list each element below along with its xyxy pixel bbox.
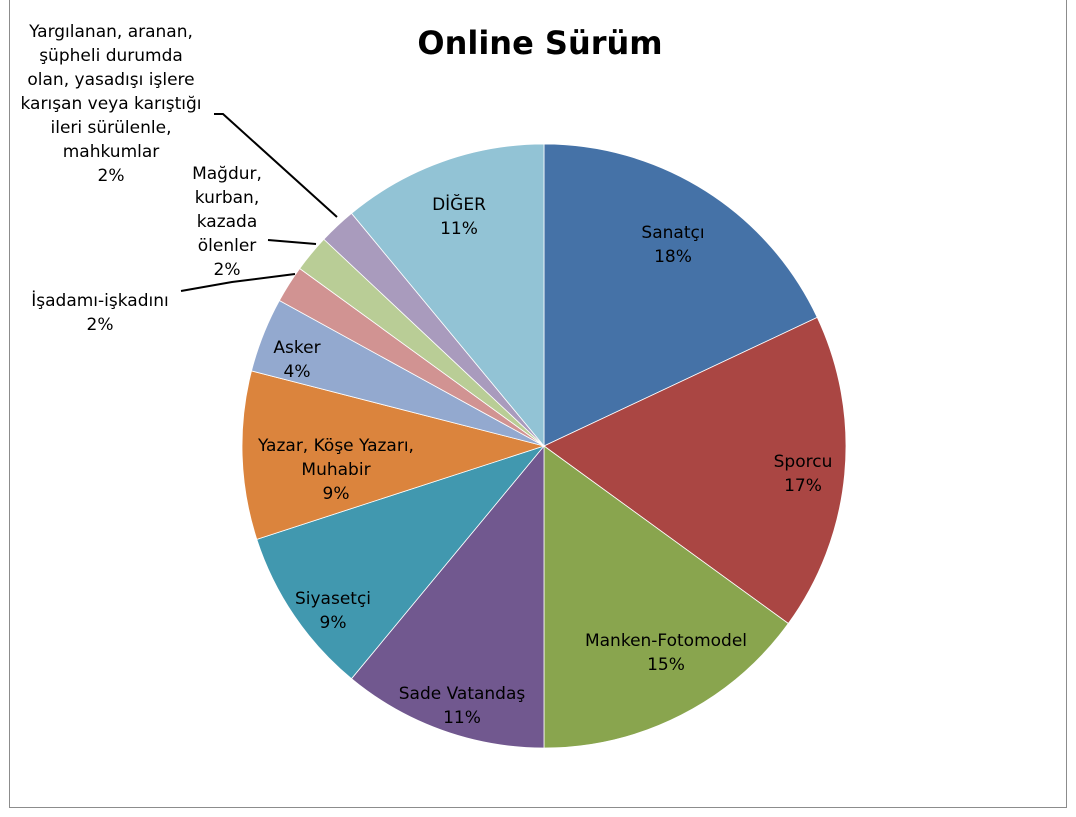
slice-label-line: mahkumlar bbox=[63, 142, 160, 162]
slice-label-line: Asker bbox=[273, 338, 320, 358]
slice-label-line: İşadamı-işkadını bbox=[31, 290, 168, 311]
slice-percent: 17% bbox=[784, 476, 822, 496]
pie-slice-manken-fotomodel bbox=[543, 445, 789, 749]
slice-percent: 11% bbox=[440, 219, 478, 239]
pie-slices bbox=[241, 143, 847, 749]
slice-label-line: Siyasetçi bbox=[295, 589, 371, 609]
slice-label-line: Sade Vatandaş bbox=[399, 684, 526, 704]
slice-label-line: Mağdur, bbox=[192, 164, 262, 184]
pie-slice-sade-vatandas bbox=[350, 444, 545, 749]
pie-slice-yazar-ko-s-e-yazar-muhabir bbox=[241, 370, 546, 540]
slice-label-line: kurban, bbox=[195, 188, 259, 208]
leader-line-mag-dur-kurban-kazada-o-lenler bbox=[267, 239, 317, 245]
slice-label-line: Yargılanan, aranan, bbox=[28, 22, 193, 42]
slice-labels: Sanatçı 18% Sporcu 17% Manken-Fotomodel 15% Sa… bbox=[21, 22, 833, 728]
slice-percent: 2% bbox=[87, 315, 114, 335]
slice-label-line: ileri sürülenle, bbox=[51, 118, 172, 138]
slice-label-yarg-lanan-aranan-s-u-pheli-durumda-olan: Yargılanan, aranan, şüpheli durumda olan, … bbox=[21, 22, 202, 186]
leader-line-yarg-lanan-aranan-s-u-pheli-durumda-olan bbox=[214, 113, 338, 218]
slice-percent: 2% bbox=[214, 260, 241, 280]
slice-label-line: DİĞER bbox=[432, 193, 486, 215]
slice-percent: 18% bbox=[654, 247, 692, 267]
pie-slice-sanatc bbox=[543, 143, 818, 447]
pie-slice-siyasetc-i bbox=[256, 445, 546, 680]
slice-label-mag-dur-kurban-kazada-o-lenler: Mağdur, kurban, kazada ölenler 2% bbox=[192, 164, 262, 280]
slice-label-line: olan, yasadışı işlere bbox=[27, 70, 194, 90]
leader-line-i-s-adam-is-kad-n bbox=[180, 273, 296, 292]
slice-percent: 9% bbox=[320, 613, 347, 633]
slice-label-sade-vatandas: Sade Vatandaş 11% bbox=[399, 684, 526, 728]
slice-percent: 15% bbox=[647, 655, 685, 675]
slice-label-line: Muhabir bbox=[301, 460, 370, 480]
slice-percent: 4% bbox=[284, 362, 311, 382]
slice-label-di-g-er: DİĞER 11% bbox=[432, 193, 486, 239]
slice-label-line: Manken-Fotomodel bbox=[585, 631, 747, 651]
chart-title: Online Sürüm bbox=[417, 24, 663, 62]
slice-label-manken-fotomodel: Manken-Fotomodel 15% bbox=[585, 631, 747, 675]
slice-label-line: karışan veya karıştığı bbox=[21, 94, 202, 114]
slice-label-sporcu: Sporcu 17% bbox=[774, 452, 833, 496]
slice-label-asker: Asker 4% bbox=[273, 338, 320, 382]
pie-slice-sporcu bbox=[543, 316, 847, 625]
slice-label-line: Sporcu bbox=[774, 452, 833, 472]
slice-label-line: kazada bbox=[197, 212, 258, 232]
slice-label-siyasetc-i: Siyasetçi 9% bbox=[295, 589, 371, 633]
slice-percent: 9% bbox=[323, 484, 350, 504]
slice-percent: 11% bbox=[443, 708, 481, 728]
slice-label-sanatc: Sanatçı 18% bbox=[641, 223, 704, 267]
slice-label-line: Sanatçı bbox=[641, 223, 704, 243]
slice-label-yazar-ko-s-e-yazar-muhabir: Yazar, Köşe Yazarı, Muhabir 9% bbox=[257, 436, 414, 504]
slice-label-line: ölenler bbox=[198, 236, 257, 256]
slice-label-line: Yazar, Köşe Yazarı, bbox=[257, 436, 414, 456]
slice-percent: 2% bbox=[98, 166, 125, 186]
slice-label-line: şüpheli durumda bbox=[39, 46, 183, 66]
leader-lines bbox=[180, 113, 338, 292]
slice-label-i-s-adam-is-kad-n: İşadamı-işkadını 2% bbox=[31, 290, 168, 335]
pie-slice-di-g-er bbox=[350, 143, 545, 448]
